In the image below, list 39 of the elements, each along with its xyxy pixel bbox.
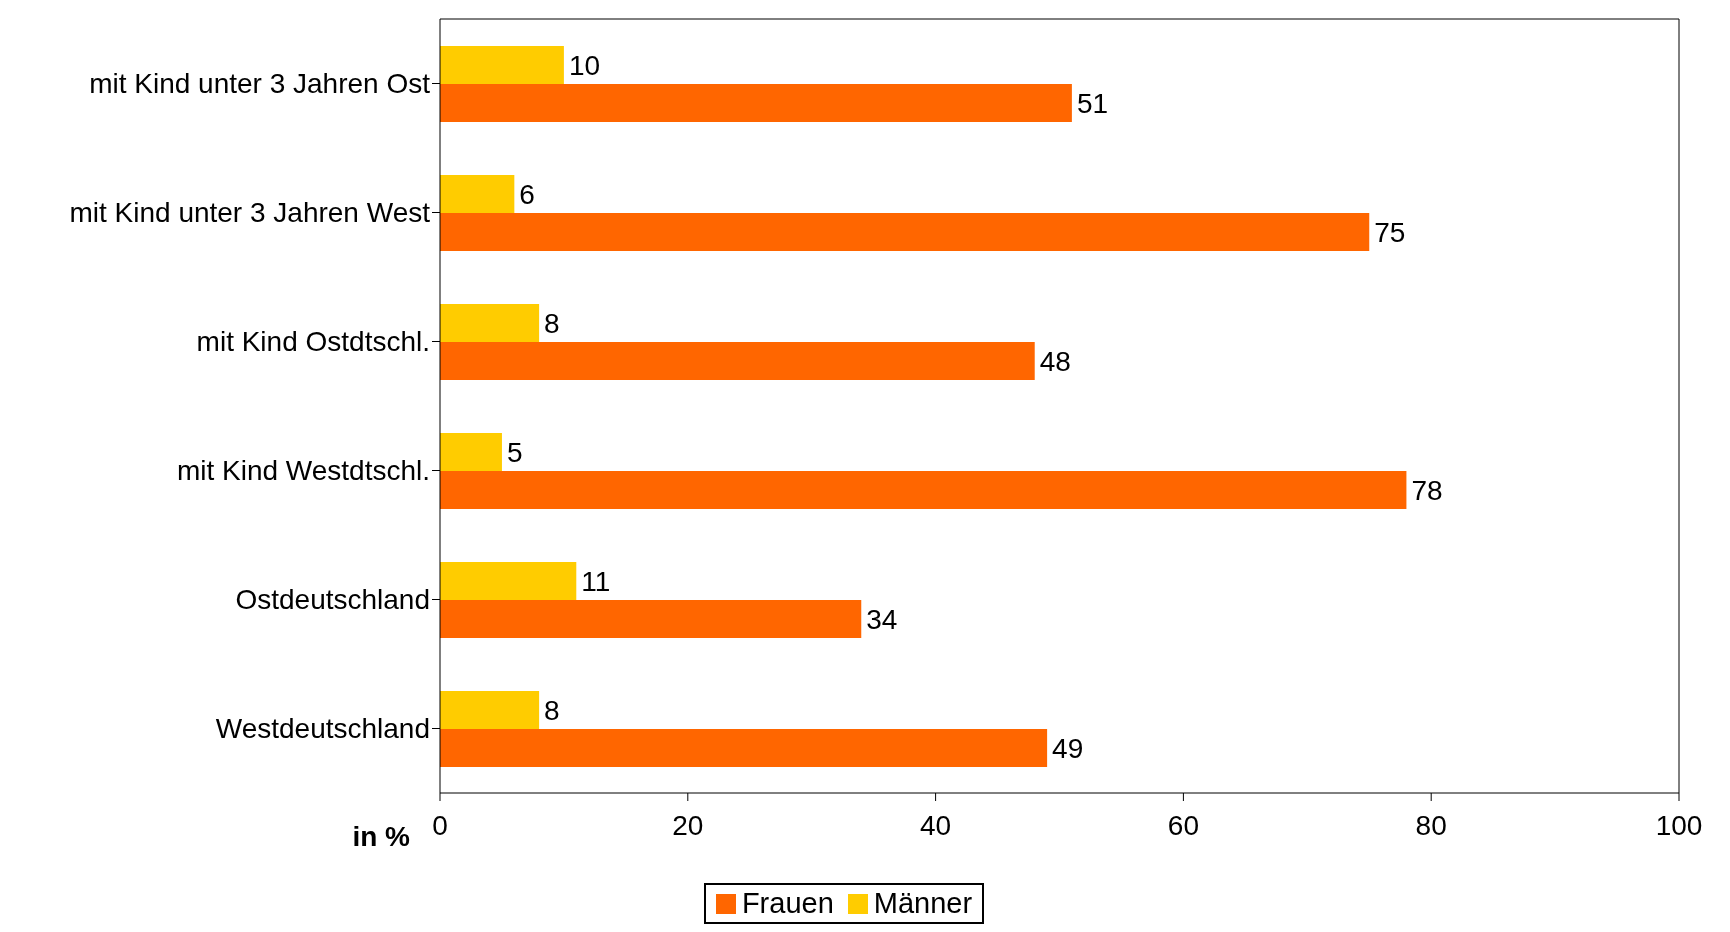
legend-label: Männer (873, 887, 973, 920)
y-tick-label: mit Kind Ostdtschl. (196, 326, 430, 358)
x-tick-label: 100 (1655, 809, 1703, 841)
bar (440, 175, 515, 213)
bar (440, 342, 1035, 380)
x-tick-label: 0 (432, 809, 448, 841)
x-tick-label: 40 (920, 809, 952, 841)
data-label: 48 (1039, 345, 1071, 377)
data-label: 75 (1374, 216, 1406, 248)
data-label: 78 (1411, 474, 1443, 506)
y-tick-label: mit Kind Westdtschl. (176, 455, 430, 487)
data-label: 34 (866, 603, 898, 635)
bar (440, 471, 1407, 509)
y-tick-label: Ostdeutschland (235, 584, 430, 616)
x-axis-title: in % (352, 820, 411, 852)
y-tick-label: mit Kind unter 3 Jahren Ost (89, 68, 431, 100)
bar (440, 213, 1370, 251)
data-label: 6 (519, 178, 535, 210)
bar (440, 84, 1072, 122)
x-tick-label: 60 (1167, 809, 1199, 841)
data-label: 49 (1052, 732, 1084, 764)
y-tick-label: mit Kind unter 3 Jahren West (69, 197, 431, 229)
bar (440, 691, 540, 729)
legend-label: Frauen (741, 887, 834, 920)
data-label: 8 (544, 694, 560, 726)
data-label: 51 (1076, 87, 1109, 119)
bar (440, 562, 577, 600)
x-tick-label: 80 (1415, 809, 1447, 841)
data-label: 5 (506, 436, 523, 468)
bar (440, 433, 502, 471)
bar (440, 600, 862, 638)
bar (440, 46, 564, 84)
bar (440, 729, 1048, 767)
data-label: 11 (581, 565, 611, 597)
y-tick-label: Westdeutschland (215, 713, 430, 745)
data-label: 10 (568, 49, 601, 81)
data-label: 8 (544, 307, 560, 339)
bar (440, 304, 540, 342)
x-tick-label: 20 (672, 809, 704, 841)
